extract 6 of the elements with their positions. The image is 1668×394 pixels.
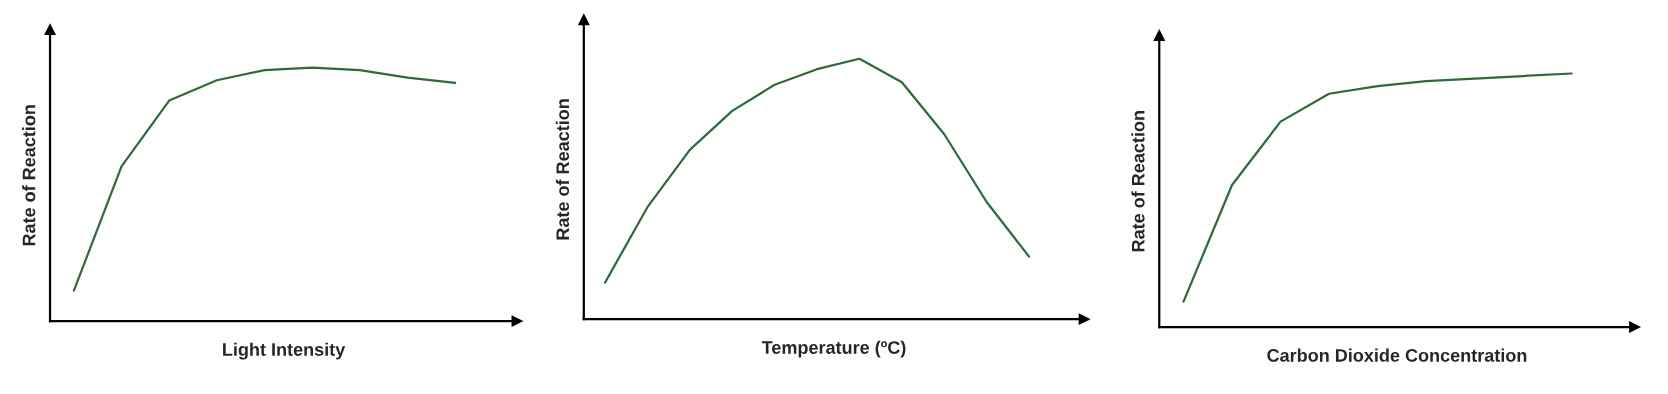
x-axis-title: Carbon Dioxide Concentration — [1267, 348, 1527, 362]
y-axis-title: Rate of Reaction — [555, 99, 570, 240]
y-axis-title: Rate of Reaction — [1131, 111, 1145, 252]
x-axis-title: Light Intensity — [223, 342, 346, 360]
x-axis-title: Temperature (ºC) — [761, 340, 906, 358]
y-axis-title: Rate of Reaction — [22, 105, 36, 246]
